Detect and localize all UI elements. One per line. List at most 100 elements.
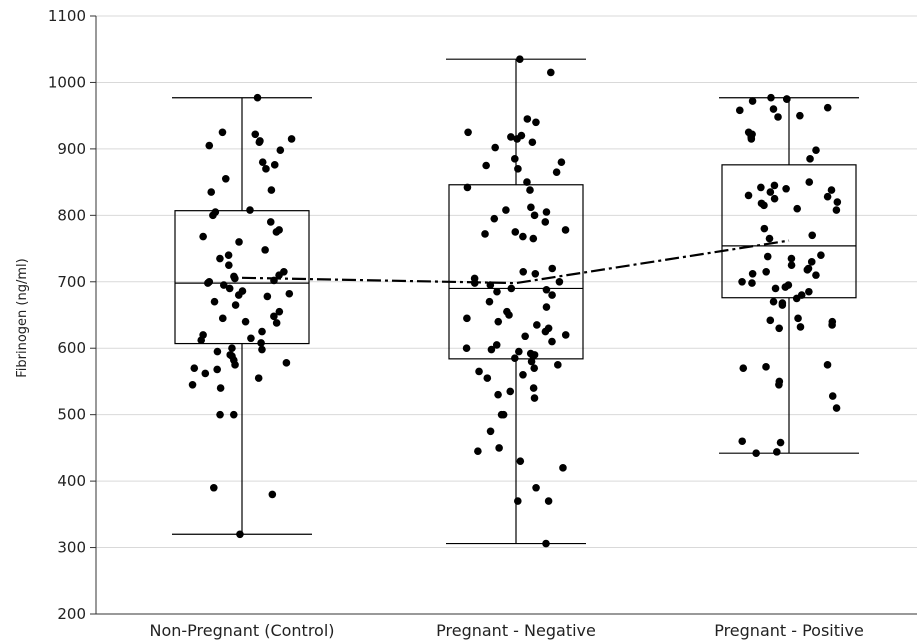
data-point	[762, 363, 770, 371]
data-point	[547, 68, 555, 77]
data-point	[254, 374, 263, 382]
data-point	[805, 287, 813, 296]
data-point	[748, 97, 757, 105]
data-point	[506, 387, 515, 396]
data-point	[782, 184, 790, 193]
data-point	[495, 444, 503, 452]
data-point	[769, 297, 778, 306]
data-point	[529, 234, 538, 243]
data-point	[507, 284, 516, 293]
data-point	[519, 232, 527, 241]
data-point	[519, 268, 528, 276]
data-point	[766, 316, 775, 325]
data-point	[231, 361, 239, 369]
data-point	[462, 344, 471, 353]
data-point	[548, 291, 556, 299]
data-point	[770, 181, 779, 190]
data-point	[516, 457, 525, 465]
data-point	[769, 105, 778, 113]
data-point	[492, 341, 501, 349]
data-point	[213, 347, 222, 356]
data-point	[253, 93, 262, 102]
data-point	[234, 291, 243, 299]
data-point	[267, 186, 276, 194]
x-category-label: Pregnant - Negative	[436, 621, 596, 640]
data-point	[773, 448, 781, 456]
data-point	[774, 113, 782, 121]
data-point	[258, 158, 267, 166]
data-point	[548, 337, 556, 346]
data-point	[812, 271, 820, 279]
data-point	[778, 301, 787, 309]
data-point	[775, 380, 783, 389]
data-point	[833, 198, 842, 206]
data-point	[481, 230, 489, 238]
data-point	[552, 168, 561, 176]
data-point	[266, 218, 275, 226]
data-point	[216, 410, 224, 419]
data-point	[199, 232, 207, 241]
x-category-label: Non-Pregnant (Control)	[149, 621, 334, 640]
y-tick-label: 1000	[48, 73, 86, 91]
data-point	[485, 297, 494, 306]
data-point	[744, 191, 753, 200]
y-gridlines	[96, 15, 917, 549]
data-point	[228, 344, 236, 353]
data-point	[527, 203, 535, 212]
data-point	[748, 279, 756, 287]
data-point	[511, 354, 519, 362]
y-axis: 200 300 400 500 600 700 800 900 1000 1100	[48, 7, 97, 623]
data-point	[282, 359, 291, 367]
data-point	[201, 369, 210, 378]
data-point	[275, 271, 283, 279]
data-point	[511, 155, 519, 163]
data-point	[796, 111, 804, 120]
data-point	[748, 270, 757, 278]
data-point	[530, 364, 539, 372]
iqr-box	[174, 210, 310, 345]
data-point	[216, 384, 225, 392]
data-point	[738, 277, 746, 286]
data-point	[491, 143, 499, 152]
data-point	[812, 146, 820, 155]
data-point	[767, 93, 775, 102]
data-point	[533, 321, 541, 329]
data-point	[219, 281, 228, 289]
data-point	[229, 410, 238, 419]
data-point	[770, 194, 779, 203]
data-point	[521, 332, 529, 341]
data-point	[188, 380, 197, 389]
data-point	[561, 226, 570, 234]
y-tick-label: 200	[57, 605, 86, 623]
data-point	[828, 392, 837, 400]
data-point	[235, 238, 243, 246]
data-point	[532, 118, 540, 127]
y-tick-label: 800	[57, 206, 86, 224]
data-point	[225, 261, 233, 269]
data-point	[514, 165, 522, 173]
data-point	[224, 251, 233, 259]
data-point	[752, 449, 760, 458]
data-point	[516, 55, 524, 63]
data-point	[255, 138, 264, 147]
data-point	[474, 447, 482, 456]
data-point	[771, 284, 780, 293]
data-point	[817, 251, 825, 259]
data-point	[210, 297, 219, 306]
data-point	[270, 312, 278, 321]
data-point	[258, 327, 266, 336]
data-point	[528, 138, 537, 147]
data-point	[541, 327, 550, 336]
data-point	[763, 252, 772, 261]
data-point	[210, 483, 218, 492]
data-point	[463, 314, 471, 323]
data-point	[475, 367, 483, 376]
data-point	[494, 317, 503, 326]
iqr-box	[721, 164, 857, 299]
data-point	[827, 186, 836, 194]
data-point	[739, 364, 748, 372]
data-point	[794, 314, 802, 323]
data-point	[204, 279, 212, 287]
data-point	[514, 497, 522, 505]
data-point	[263, 292, 272, 301]
